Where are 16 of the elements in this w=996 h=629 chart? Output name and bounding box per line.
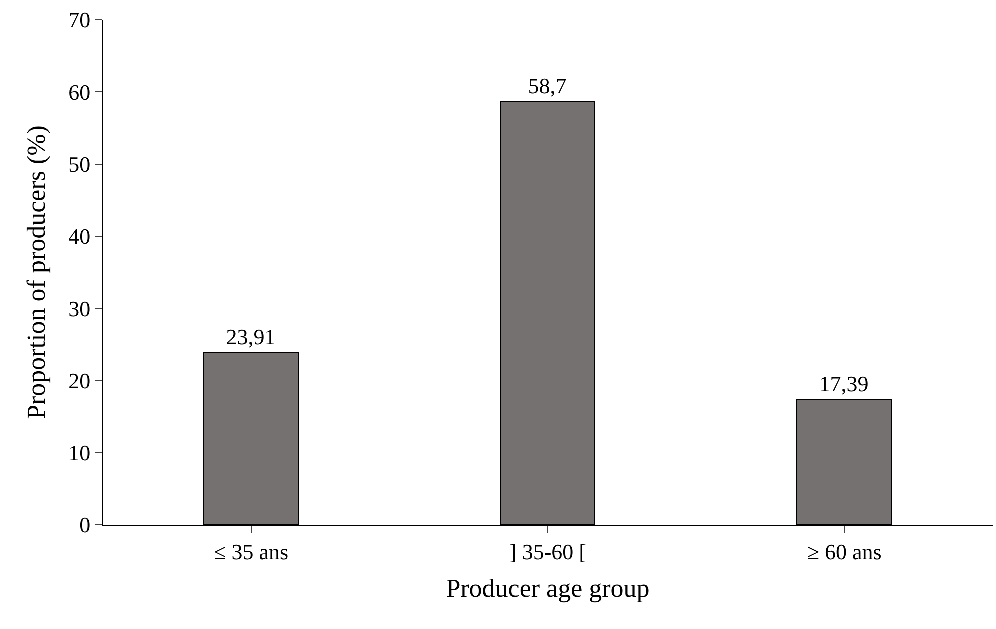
y-tick-label: 70	[68, 8, 91, 33]
x-tick-label: ≤ 35 ans	[214, 539, 289, 564]
y-tick-label: 10	[68, 440, 91, 466]
y-axis-title: Proportion of producers (%)	[22, 126, 51, 420]
y-tick-label: 30	[68, 296, 91, 322]
x-axis-title: Producer age group	[446, 574, 650, 604]
x-tick-label: ] 35-60 [	[510, 539, 586, 564]
data-label: 58,7	[528, 74, 567, 98]
y-tick-label: 0	[80, 512, 91, 538]
data-label: 17,39	[819, 372, 869, 396]
y-tick-label: 40	[68, 224, 91, 250]
y-tick-label: 20	[68, 368, 91, 394]
y-tick-label: 60	[68, 80, 91, 105]
data-label: 23,91	[226, 324, 276, 350]
y-tick-label: 50	[68, 152, 91, 177]
x-tick-label: ≥ 60 ans	[807, 539, 882, 564]
